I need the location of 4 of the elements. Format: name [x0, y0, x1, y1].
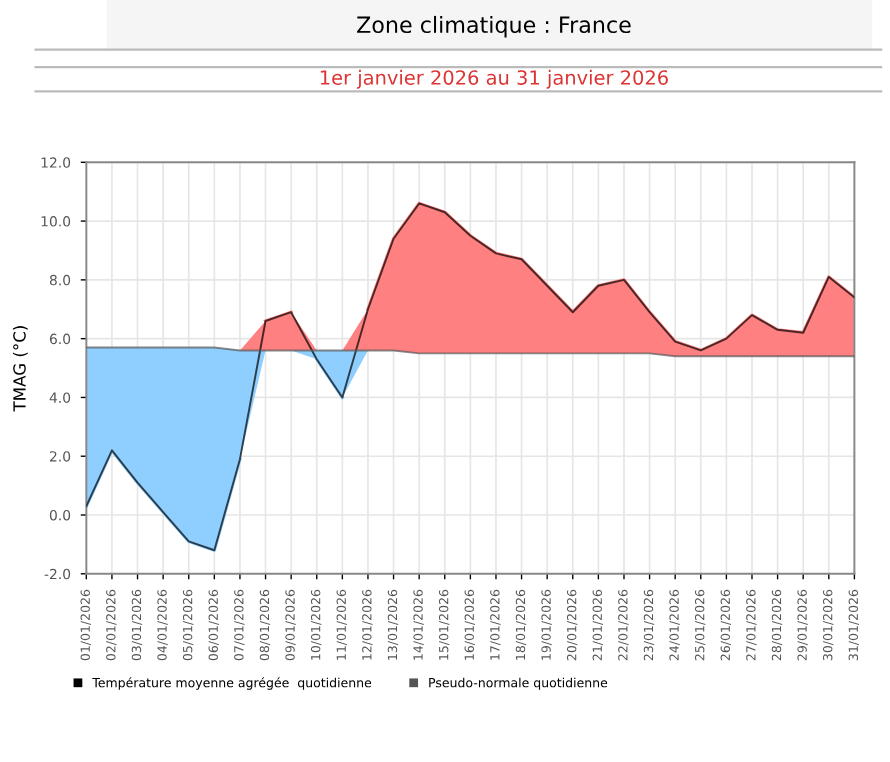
chart-subtitle: 1er janvier 2026 au 31 janvier 2026: [320, 69, 668, 89]
line-series: [86, 202, 855, 552]
chart-title: Zone climatique : France: [357, 15, 631, 38]
y-axis-title: TMAG (°C): [12, 326, 28, 412]
